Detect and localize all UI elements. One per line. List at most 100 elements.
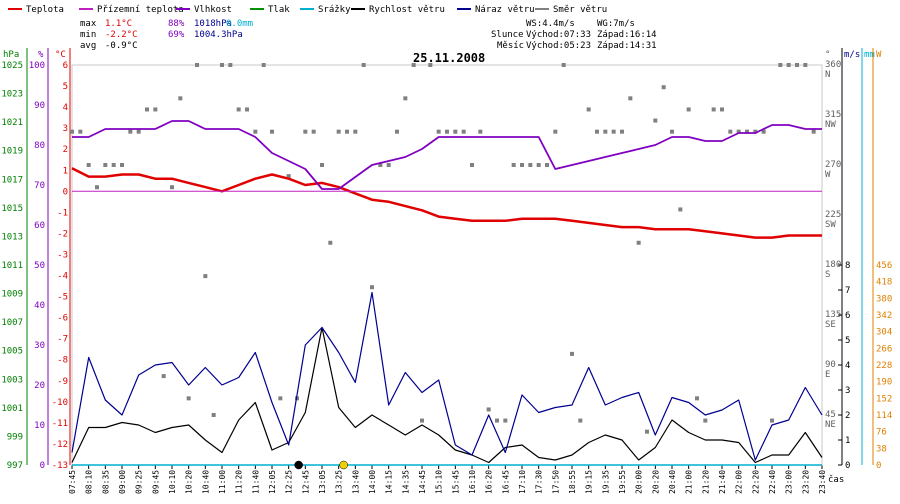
dir-tick-name: N: [825, 70, 830, 80]
temp-tick-label: -2: [57, 229, 68, 239]
wind-direction-point: [636, 240, 641, 245]
temp-tick-label: 6: [63, 61, 68, 71]
x-tick-label: 20:40: [668, 470, 677, 494]
dir-tick-name: NE: [825, 420, 836, 430]
wm2-tick-label: 76: [876, 428, 887, 438]
wind-direction-point: [370, 285, 374, 290]
pct-tick-label: 90: [34, 101, 45, 111]
x-tick-label: 22:00: [735, 470, 744, 494]
temp-tick-label: -9: [57, 377, 68, 387]
x-tick-label: 19:55: [618, 470, 627, 494]
ms-tick-label: 8: [845, 261, 850, 271]
ms-tick-label: 3: [845, 386, 850, 396]
wind-direction-point: [245, 107, 249, 112]
wind-direction-point: [420, 418, 424, 423]
wind-direction-point: [803, 63, 808, 67]
hpa-tick-label: 1021: [1, 118, 23, 128]
wm2-tick-label: 228: [876, 361, 892, 371]
wind-direction-point: [228, 63, 233, 67]
wind-direction-point: [653, 118, 658, 123]
wind-direction-point: [78, 129, 83, 134]
wind-direction-point: [103, 163, 108, 167]
dir-tick-name: S: [825, 270, 830, 280]
dir-tick-name: E: [825, 370, 830, 380]
x-tick-label: 14:45: [418, 470, 427, 494]
x-tick-label: 12:45: [301, 470, 310, 494]
wind-direction-point: [603, 129, 608, 134]
pct-tick-label: 70: [34, 181, 45, 191]
hpa-tick-label: 1025: [1, 61, 23, 71]
wind-direction-point: [686, 107, 691, 112]
wind-direction-point: [645, 429, 649, 434]
chart-title: 25.11.2008: [413, 51, 485, 65]
hpa-tick-label: 1007: [1, 318, 23, 328]
dir-tick-degrees: 90: [825, 360, 836, 370]
wind-direction-point: [261, 63, 266, 67]
wind-direction-point: [111, 163, 116, 167]
stats-min-label: min: [80, 30, 96, 40]
moon-label: Měsíc: [497, 41, 524, 51]
temp-tick-label: 3: [63, 124, 68, 134]
stats-max-hum: 88%: [168, 19, 185, 29]
temp-tick-label: 0: [63, 187, 68, 197]
x-tick-label: 21:20: [701, 470, 710, 494]
plot-area: [70, 63, 823, 470]
x-tick-label: 10:40: [201, 470, 210, 494]
hpa-tick-label: 1005: [1, 347, 23, 357]
x-tick-label: 17:30: [535, 470, 544, 494]
hpa-axis-unit: hPa: [3, 50, 19, 60]
x-tick-label: 07:45: [68, 470, 77, 494]
wind-direction-point: [320, 163, 324, 167]
pct-tick-label: 80: [34, 141, 45, 151]
x-tick-label: 13:25: [335, 470, 344, 494]
dir-tick-degrees: 180: [825, 260, 841, 270]
temp-tick-label: -12: [52, 440, 68, 450]
wind-direction-point: [553, 129, 558, 134]
x-tick-label: 18:55: [568, 470, 577, 494]
hpa-tick-label: 1003: [1, 375, 23, 385]
wind-direction-point: [345, 129, 349, 134]
ms-tick-label: 2: [845, 411, 850, 421]
wind-direction-point: [436, 129, 441, 134]
wind-direction-point: [461, 129, 466, 134]
temp-tick-label: 2: [63, 145, 68, 155]
wind-direction-point: [403, 96, 408, 101]
hpa-tick-label: 1017: [1, 175, 23, 185]
dir-tick-degrees: 315: [825, 110, 841, 120]
stats-max-temp: 1.1°C: [105, 19, 132, 29]
temp-tick-label: -10: [52, 398, 68, 408]
hpa-tick-label: 999: [7, 432, 23, 442]
wind-ws: WS:4.4m/s: [526, 19, 575, 29]
wind-direction-point: [570, 351, 574, 356]
wind-direction-point: [486, 407, 491, 412]
dir-tick-name: SE: [825, 320, 836, 330]
sun-set: Západ:16:14: [597, 30, 657, 40]
sun-label: Slunce: [491, 30, 524, 40]
x-tick-label: 23:20: [801, 470, 810, 494]
wind-direction-point: [528, 163, 533, 167]
series-line-rychlost-v-tru: [71, 326, 823, 464]
temp-tick-label: -8: [57, 356, 68, 366]
wind-direction-point: [278, 396, 283, 401]
pct-tick-label: 50: [34, 261, 45, 271]
wind-direction-point: [378, 163, 383, 167]
wind-direction-point: [386, 163, 391, 167]
wind-direction-point: [253, 129, 258, 134]
x-tick-label: 09:25: [135, 470, 144, 494]
wind-direction-point: [595, 129, 599, 134]
dir-tick-degrees: 45: [825, 410, 836, 420]
wind-direction-point: [203, 274, 208, 279]
dir-tick-name: W: [825, 170, 831, 180]
pct-tick-label: 20: [34, 381, 45, 391]
ms-tick-label: 4: [845, 361, 850, 371]
pct-tick-label: 100: [29, 61, 45, 71]
x-tick-label: 16:10: [468, 470, 477, 494]
x-tick-label: 19:35: [601, 470, 610, 494]
wind-direction-point: [586, 107, 591, 112]
wind-direction-point: [453, 129, 458, 134]
wind-direction-point: [211, 413, 216, 417]
x-tick-label: 11:00: [218, 470, 227, 494]
wind-direction-point: [620, 129, 624, 134]
x-tick-label: 23:00: [785, 470, 794, 494]
